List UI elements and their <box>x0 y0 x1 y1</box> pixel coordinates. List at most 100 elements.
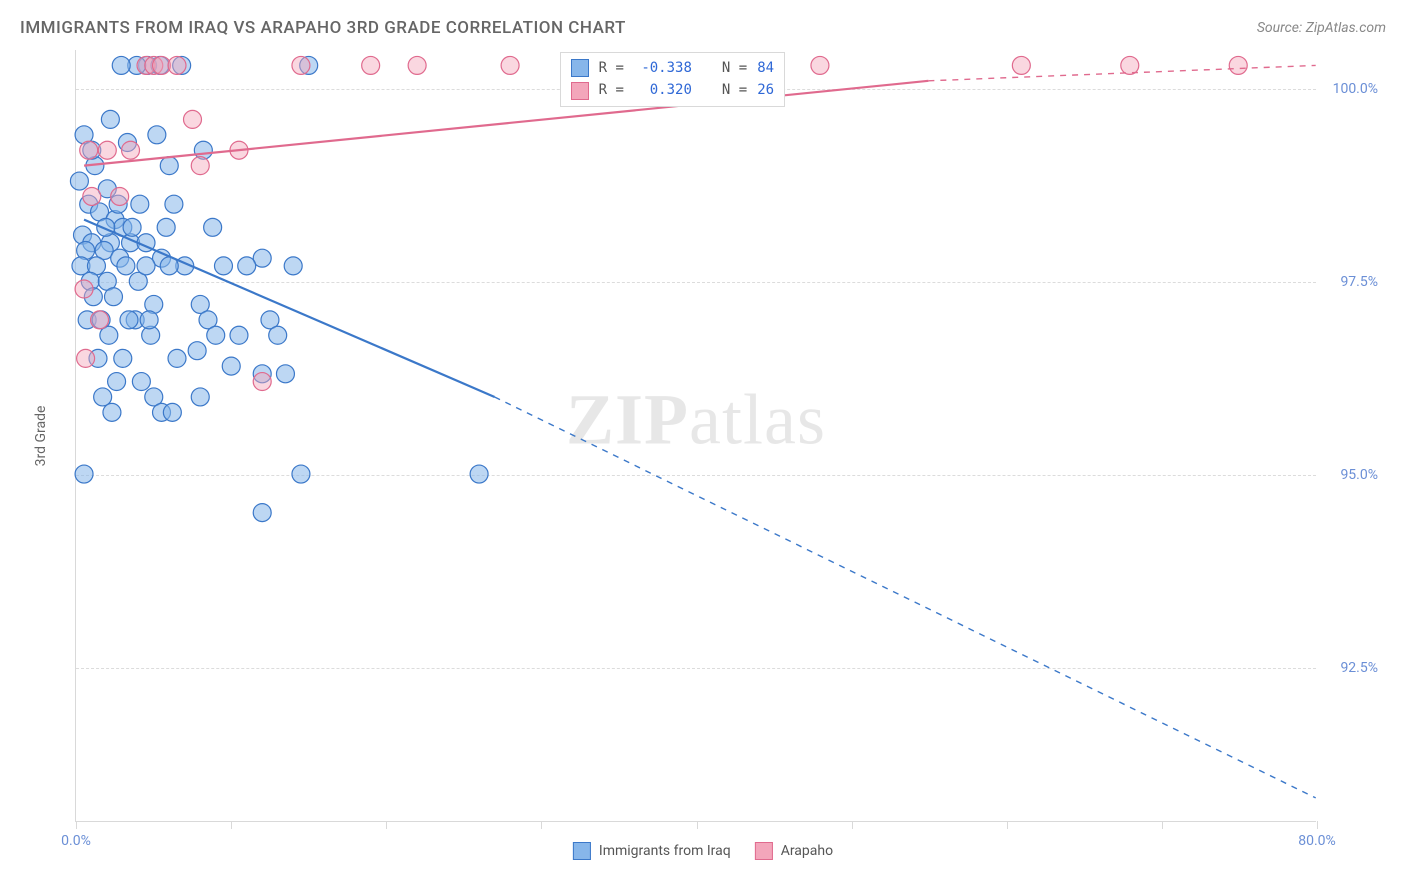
data-point <box>191 388 209 406</box>
data-point <box>148 126 166 144</box>
data-point <box>1121 56 1139 74</box>
data-point <box>75 280 93 298</box>
data-point <box>292 465 310 483</box>
x-tick <box>697 821 698 829</box>
data-point <box>292 56 310 74</box>
legend-label: Arapaho <box>781 843 833 859</box>
data-point <box>204 218 222 236</box>
data-point <box>188 342 206 360</box>
x-tick <box>231 821 232 829</box>
data-point <box>253 373 271 391</box>
data-point <box>140 311 158 329</box>
stat-r-label: R = <box>599 57 624 79</box>
legend-swatch <box>571 82 589 100</box>
trendline-dashed <box>495 397 1316 798</box>
data-point <box>207 326 225 344</box>
legend-swatch <box>573 842 591 860</box>
stats-legend: R = -0.338 N = 84 R = 0.320 N = 26 <box>560 52 785 107</box>
y-tick-label: 92.5% <box>1340 660 1378 676</box>
x-tick <box>386 821 387 829</box>
data-point <box>191 157 209 175</box>
stats-row: R = -0.338 N = 84 <box>571 57 774 79</box>
stat-r-value: 0.320 <box>634 79 692 101</box>
data-point <box>98 141 116 159</box>
data-point <box>103 403 121 421</box>
data-point <box>238 257 256 275</box>
data-point <box>1229 56 1247 74</box>
plot-area: 3rd Grade ZIPatlas 92.5%95.0%97.5%100.0%… <box>75 50 1316 822</box>
data-point <box>276 365 294 383</box>
x-tick <box>1317 821 1318 829</box>
data-point <box>168 349 186 367</box>
data-point <box>137 257 155 275</box>
y-tick-label: 95.0% <box>1340 467 1378 483</box>
chart-title: IMMIGRANTS FROM IRAQ VS ARAPAHO 3RD GRAD… <box>20 18 626 38</box>
data-point <box>117 257 135 275</box>
y-tick-label: 100.0% <box>1333 81 1378 97</box>
stat-n-label: N = <box>722 57 747 79</box>
data-point <box>194 141 212 159</box>
data-point <box>83 188 101 206</box>
data-point <box>80 141 98 159</box>
x-tick <box>1162 821 1163 829</box>
chart-header: IMMIGRANTS FROM IRAQ VS ARAPAHO 3RD GRAD… <box>20 18 1386 38</box>
trendline-solid <box>84 81 928 166</box>
y-axis-label: 3rd Grade <box>33 405 49 466</box>
stats-row: R = 0.320 N = 26 <box>571 79 774 101</box>
data-point <box>230 326 248 344</box>
legend-label: Immigrants from Iraq <box>599 843 731 859</box>
chart-source: Source: ZipAtlas.com <box>1257 20 1386 36</box>
data-point <box>111 188 129 206</box>
x-tick-label: 80.0% <box>1298 833 1336 849</box>
stat-r-label: R = <box>599 79 624 101</box>
stat-n-value: 84 <box>757 57 774 79</box>
data-point <box>222 357 240 375</box>
data-point <box>501 56 519 74</box>
data-point <box>114 349 132 367</box>
data-point <box>100 326 118 344</box>
stat-n-label: N = <box>722 79 747 101</box>
data-point <box>811 56 829 74</box>
stat-r-value: -0.338 <box>634 57 692 79</box>
plot-svg <box>76 50 1316 821</box>
x-tick <box>541 821 542 829</box>
data-point <box>269 326 287 344</box>
legend-swatch <box>571 59 589 77</box>
data-point <box>408 56 426 74</box>
data-point <box>284 257 302 275</box>
y-tick-label: 97.5% <box>1340 274 1378 290</box>
data-point <box>168 56 186 74</box>
data-point <box>77 349 95 367</box>
data-point <box>160 157 178 175</box>
data-point <box>112 56 130 74</box>
data-point <box>362 56 380 74</box>
legend-swatch <box>755 842 773 860</box>
data-point <box>470 465 488 483</box>
data-point <box>104 288 122 306</box>
data-point <box>101 110 119 128</box>
x-tick <box>852 821 853 829</box>
data-point <box>1012 56 1030 74</box>
data-point <box>120 311 138 329</box>
legend-item: Immigrants from Iraq <box>573 842 731 860</box>
legend-item: Arapaho <box>755 842 833 860</box>
data-point <box>94 388 112 406</box>
x-tick <box>76 821 77 829</box>
data-point <box>214 257 232 275</box>
data-point <box>108 373 126 391</box>
data-point <box>253 504 271 522</box>
data-point <box>163 403 181 421</box>
data-point <box>70 172 88 190</box>
data-point <box>91 311 109 329</box>
data-point <box>122 141 140 159</box>
x-tick-label: 0.0% <box>61 833 91 849</box>
stat-n-value: 26 <box>757 79 774 101</box>
series-legend: Immigrants from Iraq Arapaho <box>573 842 833 860</box>
data-point <box>184 110 202 128</box>
data-point <box>132 373 150 391</box>
data-point <box>131 195 149 213</box>
plot-wrap: 3rd Grade ZIPatlas 92.5%95.0%97.5%100.0%… <box>20 42 1386 862</box>
data-point <box>123 218 141 236</box>
data-point <box>157 218 175 236</box>
chart-container: IMMIGRANTS FROM IRAQ VS ARAPAHO 3RD GRAD… <box>0 0 1406 892</box>
